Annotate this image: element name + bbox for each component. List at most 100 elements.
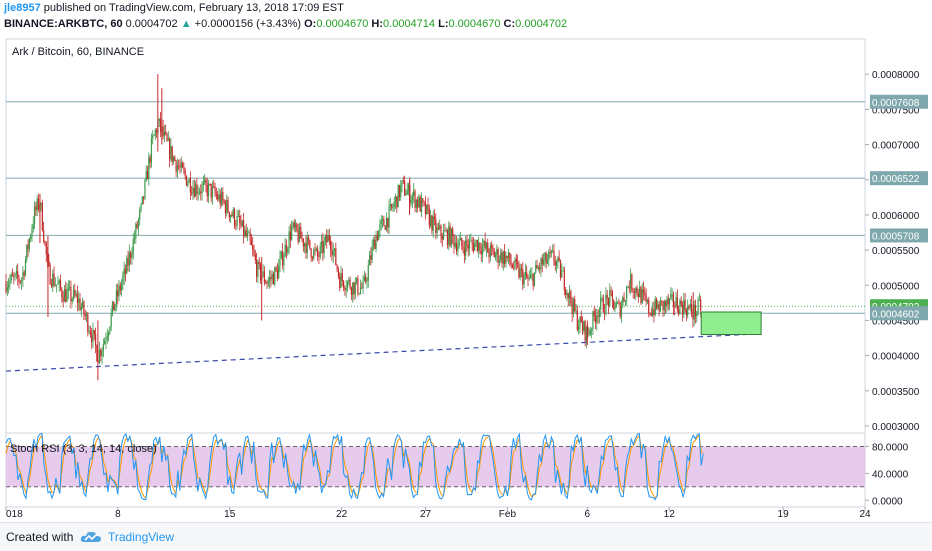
symbol-label: BINANCE:ARKBTC, 60 xyxy=(4,18,123,30)
candle-body xyxy=(462,246,464,250)
candle-body xyxy=(58,280,60,284)
candle-body xyxy=(224,202,227,214)
candle-body xyxy=(353,282,355,295)
candle-body xyxy=(419,196,421,212)
candle-body xyxy=(140,203,142,210)
candle-body xyxy=(318,256,320,257)
candle-body xyxy=(445,230,447,232)
candle-body xyxy=(33,206,36,224)
candle-body xyxy=(298,227,301,242)
candle-body xyxy=(143,196,145,199)
candle-body xyxy=(141,196,143,204)
candle-body xyxy=(388,206,390,228)
candle-body xyxy=(494,254,497,258)
candle-body xyxy=(287,248,289,253)
candle-body xyxy=(43,230,45,242)
candle-body xyxy=(592,311,594,330)
candle-body xyxy=(613,299,615,310)
candle-body xyxy=(363,276,365,281)
candle-body xyxy=(652,309,654,316)
candle-body xyxy=(311,257,314,259)
candle-body xyxy=(365,276,367,282)
tradingview-link[interactable]: TradingView xyxy=(108,530,175,544)
candle-body xyxy=(481,246,484,255)
candle-body xyxy=(500,252,502,261)
candle-body xyxy=(13,276,15,278)
candle-body xyxy=(188,178,190,183)
level-tag-bg xyxy=(870,94,928,109)
rsi-tick-label: 40.0000 xyxy=(872,469,909,480)
price-tick-label: 0.0004500 xyxy=(872,316,920,327)
candle-body xyxy=(35,206,37,211)
candle-body xyxy=(244,230,246,237)
candle-body xyxy=(223,200,225,203)
candle-body xyxy=(553,250,555,262)
candle-body xyxy=(501,252,503,264)
candle-body xyxy=(132,239,134,255)
price-tick-label: 0.0007500 xyxy=(872,105,920,116)
candle-body xyxy=(276,269,278,279)
candle-body xyxy=(537,267,539,269)
target-box[interactable] xyxy=(700,311,762,336)
candle-body xyxy=(76,294,79,303)
candle-body xyxy=(515,258,517,263)
author-link[interactable]: jle8957 xyxy=(4,2,41,14)
candle-body xyxy=(41,203,43,231)
candle-body xyxy=(432,216,434,231)
price-chart[interactable]: 0.00080000.00075000.00070000.00065000.00… xyxy=(0,0,932,522)
candle-body xyxy=(135,224,137,238)
candle-body xyxy=(452,228,454,237)
candle-body xyxy=(480,250,482,255)
candle-body xyxy=(522,269,524,285)
candle-body xyxy=(197,192,199,194)
chart-frame xyxy=(5,38,866,508)
candle-body xyxy=(426,204,428,214)
candle-body xyxy=(666,298,668,307)
candle-body xyxy=(527,277,529,279)
open-label: O: xyxy=(304,18,317,30)
candle-body xyxy=(510,262,512,265)
open-value: 0.0004670 xyxy=(316,18,369,30)
last-price: 0.0004702 xyxy=(125,18,178,30)
candle-body xyxy=(279,257,281,266)
candle-body xyxy=(623,297,625,302)
candle-body xyxy=(358,293,360,295)
candle-body xyxy=(339,275,341,288)
candle-body xyxy=(463,249,465,256)
candle-body xyxy=(479,242,481,251)
candle-body xyxy=(427,204,429,209)
candle-body xyxy=(507,252,510,258)
trendline[interactable] xyxy=(5,333,746,372)
candle-body xyxy=(550,250,552,254)
candle-body xyxy=(679,300,681,315)
candle-body xyxy=(367,265,369,281)
candle-body xyxy=(544,252,546,261)
candle-body xyxy=(79,298,81,311)
candle-body xyxy=(333,248,336,251)
candle-body xyxy=(131,254,133,258)
candle-body xyxy=(294,223,297,228)
candle-body xyxy=(489,245,491,258)
candle-body xyxy=(150,138,153,163)
candle-body xyxy=(265,282,267,284)
candle-body xyxy=(687,306,689,316)
candle-body xyxy=(696,312,698,317)
candle-body xyxy=(354,282,356,295)
candle-body xyxy=(478,242,480,251)
candle-body xyxy=(118,285,120,297)
candle-body xyxy=(192,187,194,194)
candle-body xyxy=(436,227,438,233)
candle-body xyxy=(389,204,391,207)
candle-body xyxy=(245,230,247,237)
candle-body xyxy=(484,240,486,249)
candle-body xyxy=(74,289,76,296)
candle-body xyxy=(206,185,208,197)
time-tick-label: 15 xyxy=(224,509,236,520)
candle-body xyxy=(272,274,275,285)
time-tick-label: 19 xyxy=(778,509,790,520)
candle-body xyxy=(170,146,172,160)
candle-body xyxy=(209,183,211,185)
candle-body xyxy=(648,299,650,314)
level-tag-label: 0.0004602 xyxy=(872,309,920,320)
candle-body xyxy=(259,264,262,281)
